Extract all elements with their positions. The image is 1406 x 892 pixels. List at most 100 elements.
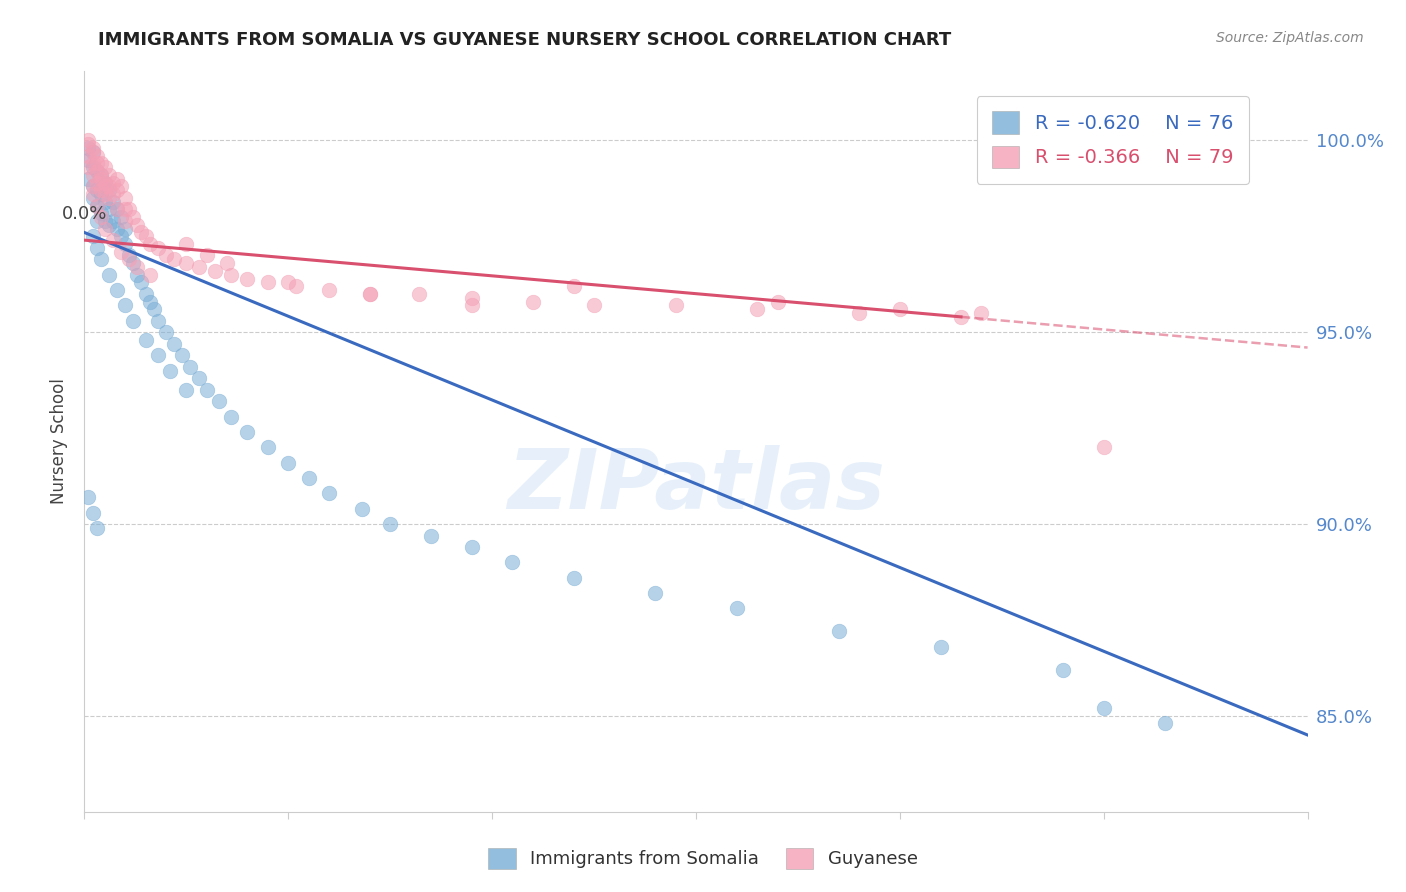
Point	[86, 521, 108, 535]
Point	[82, 168, 104, 182]
Point	[236, 271, 259, 285]
Point	[90, 210, 112, 224]
Point	[122, 256, 145, 270]
Point	[82, 506, 104, 520]
Point	[114, 191, 136, 205]
Point	[298, 471, 321, 485]
Point	[90, 252, 112, 267]
Point	[97, 218, 120, 232]
Legend: R = -0.620    N = 76, R = -0.366    N = 79: R = -0.620 N = 76, R = -0.366 N = 79	[977, 95, 1249, 184]
Point	[97, 202, 120, 217]
Point	[114, 202, 136, 217]
Point	[90, 183, 112, 197]
Point	[187, 371, 209, 385]
Point	[950, 310, 973, 324]
Point	[97, 168, 120, 182]
Point	[101, 214, 124, 228]
Text: IMMIGRANTS FROM SOMALIA VS GUYANESE NURSERY SCHOOL CORRELATION CHART: IMMIGRANTS FROM SOMALIA VS GUYANESE NURS…	[98, 31, 952, 49]
Point	[97, 183, 120, 197]
Point	[93, 161, 115, 175]
Point	[208, 394, 231, 409]
Point	[86, 149, 108, 163]
Point	[155, 248, 177, 262]
Point	[174, 237, 197, 252]
Point	[93, 194, 115, 209]
Point	[889, 302, 911, 317]
Point	[101, 233, 124, 247]
Point	[155, 325, 177, 339]
Point	[86, 241, 108, 255]
Point	[93, 187, 115, 202]
Point	[187, 260, 209, 274]
Point	[93, 176, 115, 190]
Point	[82, 161, 104, 175]
Point	[135, 286, 157, 301]
Point	[502, 555, 524, 569]
Text: 0.0%: 0.0%	[62, 205, 107, 223]
Point	[77, 153, 100, 167]
Point	[90, 168, 112, 182]
Point	[138, 294, 160, 309]
Point	[285, 279, 308, 293]
Point	[163, 336, 186, 351]
Point	[122, 314, 145, 328]
Point	[172, 348, 194, 362]
Point	[174, 256, 197, 270]
Point	[461, 291, 484, 305]
Point	[82, 187, 104, 202]
Point	[110, 229, 132, 244]
Point	[110, 179, 132, 194]
Point	[77, 490, 100, 504]
Point	[828, 624, 851, 639]
Point	[195, 248, 218, 262]
Point	[101, 176, 124, 190]
Point	[359, 286, 381, 301]
Point	[277, 276, 299, 290]
Point	[257, 440, 280, 454]
Point	[105, 171, 128, 186]
Point	[82, 145, 104, 159]
Point	[86, 199, 108, 213]
Point	[277, 456, 299, 470]
Point	[86, 164, 108, 178]
Point	[848, 306, 870, 320]
Point	[142, 302, 165, 317]
Point	[522, 294, 544, 309]
Point	[135, 333, 157, 347]
Point	[257, 276, 280, 290]
Point	[174, 383, 197, 397]
Point	[146, 314, 169, 328]
Point	[105, 202, 128, 217]
Point	[86, 156, 108, 170]
Point	[77, 141, 100, 155]
Point	[135, 229, 157, 244]
Point	[1052, 663, 1074, 677]
Point	[82, 141, 104, 155]
Point	[665, 298, 688, 312]
Point	[318, 486, 340, 500]
Point	[101, 187, 124, 202]
Point	[131, 226, 153, 240]
Point	[1154, 716, 1177, 731]
Point	[105, 283, 128, 297]
Legend: Immigrants from Somalia, Guyanese: Immigrants from Somalia, Guyanese	[481, 840, 925, 876]
Point	[90, 187, 112, 202]
Point	[159, 363, 181, 377]
Point	[114, 214, 136, 228]
Point	[93, 221, 115, 235]
Point	[82, 145, 104, 159]
Point	[380, 516, 402, 531]
Text: ZIPatlas: ZIPatlas	[508, 445, 884, 526]
Y-axis label: Nursery School: Nursery School	[51, 378, 69, 505]
Point	[644, 586, 666, 600]
Point	[131, 276, 153, 290]
Point	[562, 279, 585, 293]
Point	[350, 501, 373, 516]
Point	[90, 168, 112, 182]
Point	[562, 571, 585, 585]
Point	[77, 149, 100, 163]
Point	[93, 176, 115, 190]
Point	[970, 306, 993, 320]
Point	[86, 164, 108, 178]
Point	[118, 248, 141, 262]
